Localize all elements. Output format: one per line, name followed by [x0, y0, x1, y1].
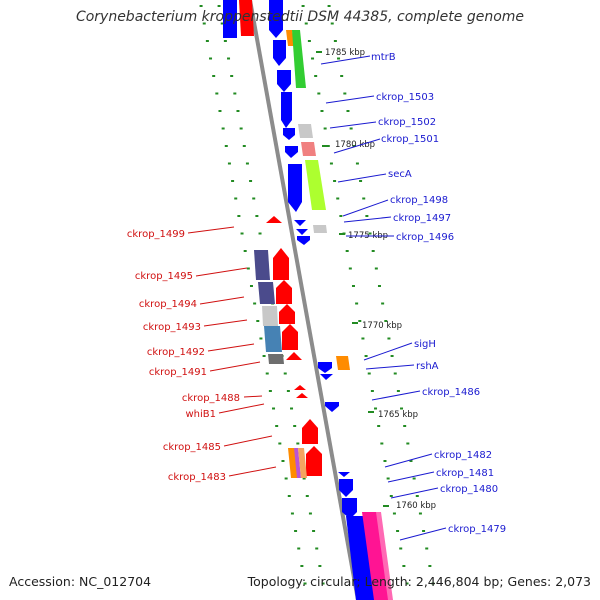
gene-label: ckrop_1485 [163, 442, 221, 453]
cog-block [376, 512, 393, 600]
kbp-marker: 1765 kbp [378, 410, 418, 420]
gene-label: ckrop_1495 [135, 271, 193, 282]
gene-label: ckrop_1494 [139, 299, 197, 310]
cog-block [223, 0, 237, 38]
gene-label: ckrop_1492 [147, 347, 205, 358]
cog-block [254, 250, 270, 280]
gene-label: ckrop_1481 [436, 468, 494, 479]
gene-arrow [281, 92, 292, 128]
gene-label: ckrop_1491 [149, 367, 207, 378]
cog-block [294, 448, 301, 478]
gene-arrow [273, 40, 286, 66]
gene-label: ckrop_1486 [422, 387, 480, 398]
cog-block [313, 225, 327, 233]
gene-arrow [288, 164, 302, 212]
gene-arrow [325, 402, 339, 412]
cog-block [336, 356, 350, 370]
gene-arrow [318, 362, 332, 373]
gene-arrow [338, 472, 350, 477]
cog-block [362, 512, 390, 600]
gene-arrow [266, 216, 282, 223]
gene-label: sigH [414, 339, 436, 350]
gene-arrow [342, 498, 357, 519]
gene-arrow [294, 385, 306, 390]
gene-label: ckrop_1498 [390, 195, 448, 206]
cog-block [239, 0, 254, 36]
cog-block [301, 142, 316, 156]
gene-arrow [296, 393, 308, 398]
cog-block [292, 30, 306, 88]
gene-label: ckrop_1496 [396, 232, 454, 243]
gene-arrow [283, 128, 295, 140]
gene-arrow [294, 220, 306, 226]
gene-label: ckrop_1488 [182, 393, 240, 404]
gene-arrow [296, 229, 308, 235]
cog-block [305, 160, 326, 210]
gene-label: ckrop_1502 [378, 117, 436, 128]
gene-arrow [302, 419, 318, 444]
gene-label: ckrop_1480 [440, 484, 498, 495]
gene-label: ckrop_1503 [376, 92, 434, 103]
gene-label: ckrop_1493 [143, 322, 201, 333]
cog-block [262, 306, 278, 326]
gene-label: ckrop_1482 [434, 450, 492, 461]
gene-arrow [297, 236, 310, 245]
cog-block [268, 354, 284, 364]
gene-label: secA [388, 169, 412, 180]
gene-label: rshA [416, 361, 439, 372]
cog-block [298, 448, 307, 478]
forward-gene-labels: mtrB ckrop_1503 ckrop_1502 ckrop_1501 se… [320, 52, 506, 541]
kbp-marker: 1780 kbp [335, 140, 375, 150]
gene-arrow [282, 324, 298, 350]
accession-text: Accession: NC_012704 [9, 574, 152, 589]
kbp-marker: 1760 kbp [396, 501, 436, 511]
kbp-marker: 1785 kbp [325, 48, 365, 58]
kbp-marker: 1770 kbp [362, 321, 402, 331]
forward-strand-genes [223, 0, 393, 600]
cog-block [258, 282, 275, 304]
genome-backbone [248, 0, 360, 600]
gene-arrow [285, 146, 298, 158]
gene-label: ckrop_1479 [448, 524, 506, 535]
cog-block [298, 124, 313, 138]
gene-arrow [339, 479, 353, 497]
gene-arrow [269, 0, 283, 38]
gene-label: ckrop_1483 [168, 472, 226, 483]
reverse-strand-genes [254, 216, 322, 478]
reverse-gene-labels: ckrop_1499 ckrop_1495 ckrop_1494 ckrop_1… [127, 226, 277, 483]
gene-arrow [277, 70, 291, 92]
gene-arrow [286, 352, 302, 360]
gene-arrow [306, 446, 322, 476]
page-title: Corynebacterium kroppenstedtii DSM 44385… [75, 9, 525, 25]
gene-label: ckrop_1501 [381, 134, 439, 145]
gene-arrow [276, 280, 292, 304]
topology-text: Topology: circular; Length: 2,446,804 bp… [247, 574, 591, 589]
gene-label: whiB1 [185, 409, 216, 420]
gene-label: ckrop_1497 [393, 213, 451, 224]
gene-label: ckrop_1499 [127, 229, 185, 240]
gene-arrow [279, 304, 295, 324]
gene-arrow [320, 374, 333, 380]
cog-block [264, 326, 282, 352]
gene-arrow [346, 516, 376, 600]
cog-block [286, 30, 294, 46]
gene-label: mtrB [371, 52, 396, 63]
gene-arrow [273, 248, 289, 280]
